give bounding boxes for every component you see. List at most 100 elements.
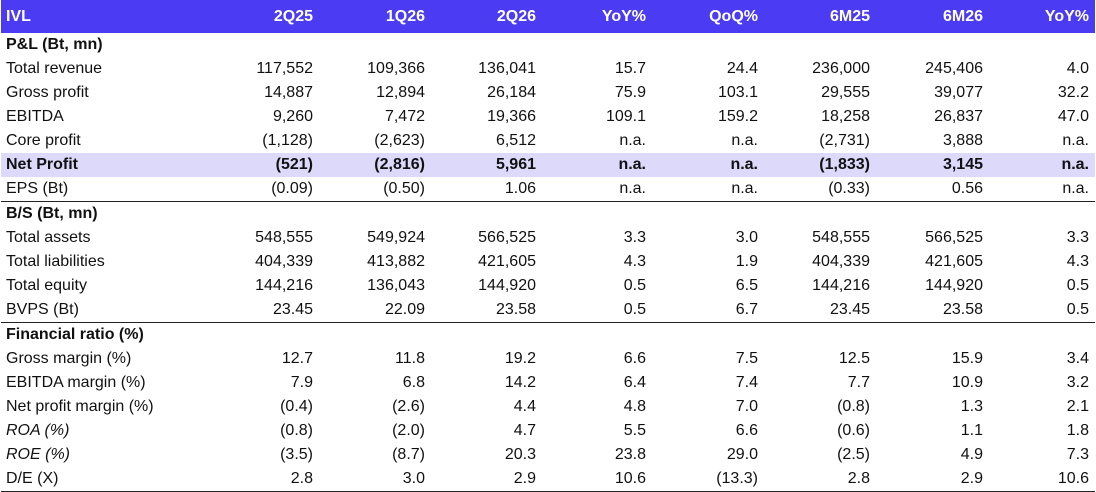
table-cell: 109.1 xyxy=(605,108,646,125)
table-cell: 548,555 xyxy=(255,229,313,246)
row-label: EBITDA xyxy=(6,108,64,125)
table-cell: 9,260 xyxy=(272,108,313,125)
table-cell: n.a. xyxy=(989,153,1095,177)
table-cell: (0.8) xyxy=(280,422,313,439)
table-cell: 109,366 xyxy=(367,60,425,77)
table-row: BVPS (Bt) 23.45 22.09 23.58 0.5 6.7 23.45 23.58… xyxy=(1,298,1095,323)
row-label: Total liabilities xyxy=(6,253,105,270)
row-label: Total equity xyxy=(6,277,87,294)
table-cell: 103.1 xyxy=(717,84,758,101)
table-cell: n.a. xyxy=(1062,180,1089,197)
table-cell: (1,833) xyxy=(764,153,876,177)
table-cell: 404,339 xyxy=(255,253,313,270)
table-cell: 413,882 xyxy=(367,253,425,270)
table-row: D/E (X) 2.8 3.0 2.9 10.6 (13.3) 2.8 2.9 10.6 xyxy=(1,467,1095,492)
table-cell: n.a. xyxy=(1062,132,1089,149)
table-cell: 144,920 xyxy=(925,277,983,294)
table-row: Total liabilities 404,339 413,882 421,605 4.… xyxy=(1,250,1095,274)
header-6m26: 6M26 xyxy=(876,0,989,33)
table-cell: 29,555 xyxy=(821,84,870,101)
table-cell: (0.09) xyxy=(271,180,313,197)
table-cell: (13.3) xyxy=(652,467,764,492)
table-cell: 1.1 xyxy=(960,422,983,439)
table-cell: 3.0 xyxy=(319,467,431,492)
table-cell: (0.4) xyxy=(280,398,313,415)
table-cell: n.a. xyxy=(731,180,758,197)
header-1q26: 1Q26 xyxy=(319,0,431,33)
header-6m-yoy: YoY% xyxy=(989,0,1095,33)
table-cell: (2.5) xyxy=(837,446,870,463)
table-cell: 6.6 xyxy=(623,350,646,367)
table-cell: 144,216 xyxy=(255,277,313,294)
table-cell: n.a. xyxy=(652,153,764,177)
table-row: Total revenue 117,552 109,366 136,041 15.7 24… xyxy=(1,57,1095,81)
header-6m25: 6M25 xyxy=(764,0,876,33)
table-cell: 6.7 xyxy=(735,301,758,318)
row-label: Net Profit xyxy=(1,153,224,177)
table-cell: 144,920 xyxy=(478,277,536,294)
table-cell: 7.9 xyxy=(290,374,313,391)
row-label: Total revenue xyxy=(6,60,103,77)
table-cell: 5,961 xyxy=(431,153,542,177)
table-cell: 6.5 xyxy=(735,277,758,294)
table-cell: (2.6) xyxy=(392,398,425,415)
table-cell: 26,837 xyxy=(934,108,983,125)
row-label: ROA (%) xyxy=(6,422,70,439)
table-cell: 421,605 xyxy=(478,253,536,270)
table-cell: 548,555 xyxy=(812,229,870,246)
table-cell: 0.5 xyxy=(623,301,646,318)
table-cell: 3.3 xyxy=(1066,229,1089,246)
table-cell: (8.7) xyxy=(392,446,425,463)
row-label: Total assets xyxy=(6,229,91,246)
table-cell: n.a. xyxy=(542,153,652,177)
table-cell: (0.8) xyxy=(837,398,870,415)
table-cell: 7.5 xyxy=(735,350,758,367)
table-cell: 20.3 xyxy=(504,446,536,463)
row-label: Core profit xyxy=(6,132,81,149)
table-cell: 47.0 xyxy=(1057,108,1089,125)
table-cell: (3.5) xyxy=(280,446,313,463)
table-cell: 2.9 xyxy=(876,467,989,492)
table-cell: 29.0 xyxy=(726,446,758,463)
table-cell: 3.2 xyxy=(1066,374,1089,391)
table-cell: (521) xyxy=(224,153,319,177)
table-cell: 421,605 xyxy=(925,253,983,270)
table-cell: 7.0 xyxy=(735,398,758,415)
table-cell: 136,041 xyxy=(478,60,536,77)
table-cell: 549,924 xyxy=(367,229,425,246)
table-cell: 7.7 xyxy=(847,374,870,391)
table-cell: 22.09 xyxy=(384,301,425,318)
section-header-row: P&L (Bt, mn) xyxy=(1,33,1095,57)
table-cell: 10.6 xyxy=(989,467,1095,492)
table-cell: 236,000 xyxy=(812,60,870,77)
table-cell: 6,512 xyxy=(495,132,536,149)
table-cell: 5.5 xyxy=(623,422,646,439)
table-row: Gross profit 14,887 12,894 26,184 75.9 103.1 2… xyxy=(1,81,1095,105)
table-cell: 7.4 xyxy=(735,374,758,391)
table-cell: 3.0 xyxy=(735,229,758,246)
table-cell: 4.3 xyxy=(1066,253,1089,270)
table-cell: 75.9 xyxy=(614,84,646,101)
table-cell: 404,339 xyxy=(812,253,870,270)
header-company: IVL xyxy=(1,0,224,33)
header-row: IVL 2Q25 1Q26 2Q26 YoY% QoQ% 6M25 6M26 Y… xyxy=(1,0,1095,33)
table-cell: 4.3 xyxy=(623,253,646,270)
table-row: ROE (%) (3.5) (8.7) 20.3 23.8 29.0 (2.5) 4.9 7.3 xyxy=(1,443,1095,467)
table-cell: 2.8 xyxy=(764,467,876,492)
table-row: EPS (Bt) (0.09) (0.50) 1.06 n.a. n.a. (0.33) 0.… xyxy=(1,177,1095,202)
table-cell: 14,887 xyxy=(264,84,313,101)
table-cell: 26,184 xyxy=(487,84,536,101)
table-cell: 23.8 xyxy=(614,446,646,463)
table-cell: 23.58 xyxy=(942,301,983,318)
table-row: Core profit (1,128) (2,623) 6,512 n.a. n.a. (2… xyxy=(1,129,1095,153)
table-cell: 12.5 xyxy=(838,350,870,367)
table-cell: 117,552 xyxy=(256,60,313,77)
row-label: EBITDA margin (%) xyxy=(6,374,146,391)
header-2q25: 2Q25 xyxy=(224,0,319,33)
table-cell: 11.8 xyxy=(395,350,425,367)
table-row: Gross margin (%) 12.7 11.8 19.2 6.6 7.5 12.5 15… xyxy=(1,347,1095,371)
section-header-row: Financial ratio (%) xyxy=(1,322,1095,347)
header-yoy: YoY% xyxy=(542,0,652,33)
row-label: Net profit margin (%) xyxy=(6,398,154,415)
table-cell: 4.9 xyxy=(960,446,983,463)
